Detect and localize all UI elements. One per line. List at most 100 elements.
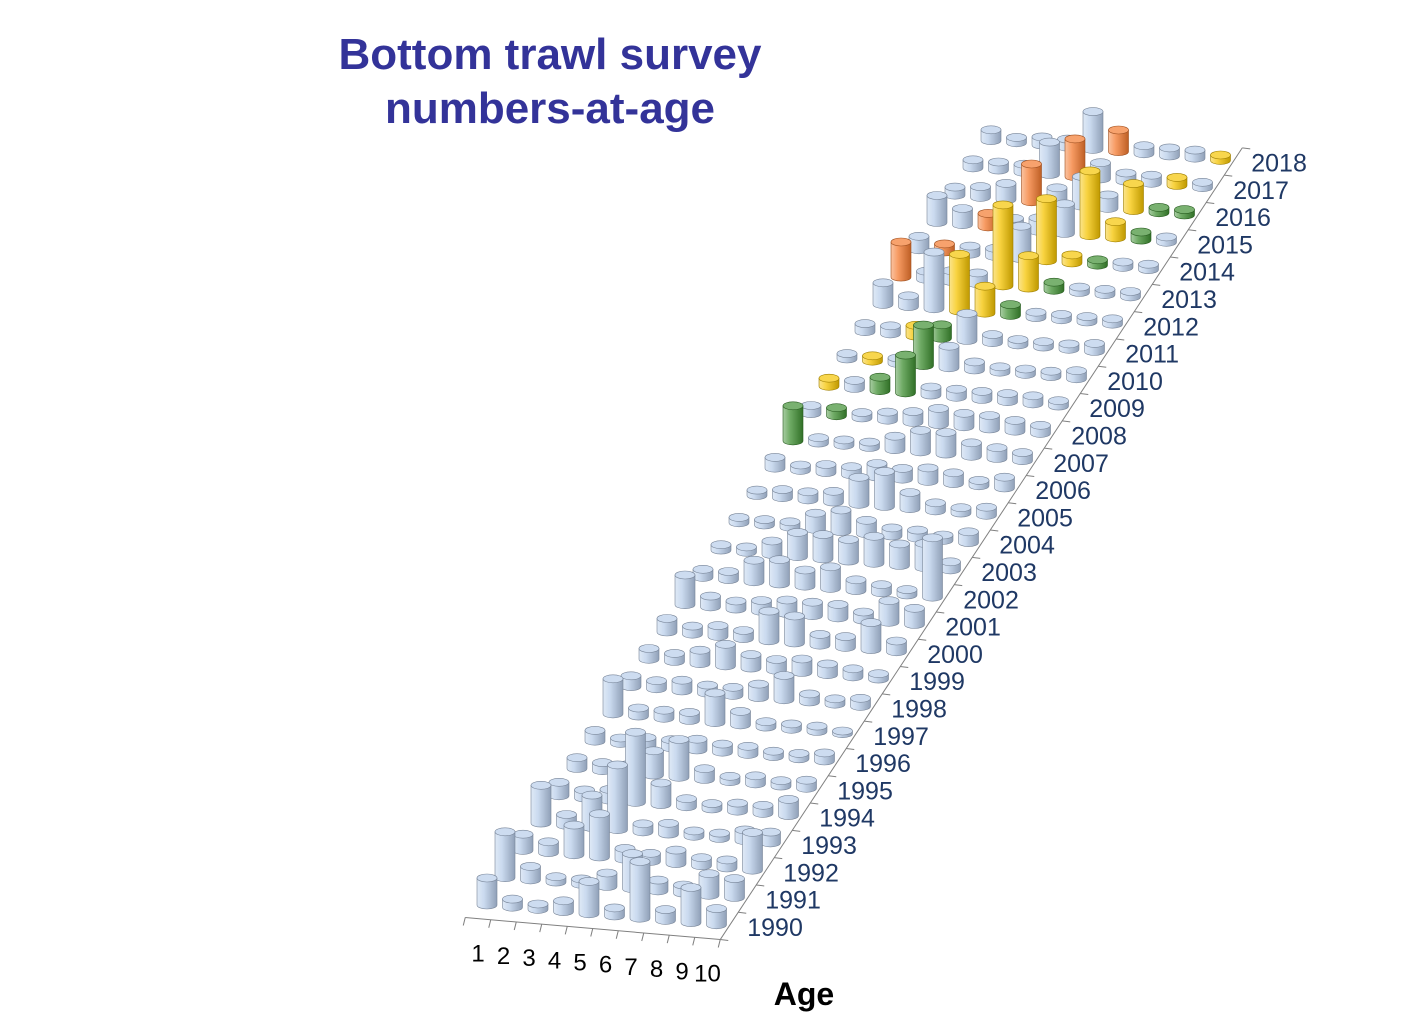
bar-1992-age-3: [563, 820, 585, 860]
year-tick-label: 2017: [1233, 177, 1289, 205]
bar-2010-age-7: [989, 362, 1011, 377]
bar-2006-age-8: [943, 468, 964, 488]
bar-2005-age-4: [823, 486, 844, 507]
bar-1992-age-8: [691, 853, 712, 871]
bar-2009-age-2: [844, 376, 865, 393]
y-axis-tick: [1170, 256, 1179, 259]
y-axis-tick: [810, 802, 819, 805]
bar-2017-age-1: [962, 155, 984, 173]
bar-2013-age-9: [1094, 284, 1116, 299]
bar-2015-age-1: [926, 191, 948, 227]
bar-1996-age-5: [686, 734, 708, 755]
bar-2018-age-5: [1082, 107, 1104, 154]
age-tick-label: 7: [624, 954, 637, 981]
y-axis-tick: [1188, 229, 1197, 232]
bar-2010-age-2: [862, 351, 883, 366]
year-tick-label: 2011: [1125, 341, 1179, 369]
bar-2014-age-8: [1087, 255, 1108, 270]
bar-2008-age-8: [979, 411, 1000, 434]
bar-2015-age-6: [1054, 199, 1075, 238]
bar-1998-age-10: [850, 693, 871, 711]
bar-2013-age-10: [1120, 287, 1141, 302]
year-tick-label: 2013: [1161, 286, 1217, 314]
year-tick-label: 1991: [765, 887, 821, 915]
bar-1998-age-6: [748, 679, 769, 702]
bar-2012-age-7: [1025, 307, 1047, 322]
bar-1994-age-8: [727, 798, 748, 816]
year-tick-label: 2007: [1053, 450, 1109, 478]
x-axis-tick: [615, 930, 619, 939]
bar-2003-age-4: [787, 528, 808, 561]
bar-2006-age-10: [994, 472, 1015, 493]
bar-1996-age-6: [712, 739, 733, 757]
bar-2004-age-7: [881, 523, 903, 541]
bar-2000-age-5: [758, 606, 780, 646]
year-tick-label: 1993: [801, 832, 857, 860]
bar-2018-age-10: [1210, 150, 1231, 165]
bar-2006-age-1: [764, 453, 786, 473]
year-tick-label: 2006: [1035, 477, 1091, 505]
bar-2003-age-6: [838, 535, 859, 566]
year-tick-label: 2002: [963, 586, 1019, 614]
bar-2007-age-7: [935, 428, 957, 459]
bar-2018-age-9: [1184, 145, 1206, 163]
bar-2016-age-8: [1123, 179, 1144, 215]
year-tick-label: 1995: [837, 777, 893, 805]
bar-2005-age-10: [976, 502, 997, 520]
bar-2011-age-4: [931, 320, 952, 343]
bar-2011-age-1: [854, 319, 876, 336]
bar-2005-age-9: [950, 503, 972, 518]
bar-2003-age-1: [710, 540, 732, 555]
bar-1990-age-7: [629, 857, 651, 923]
bar-1993-age-1: [530, 780, 552, 828]
bar-1993-age-5: [632, 819, 654, 837]
bar-1995-age-8: [745, 771, 766, 789]
bar-2007-age-2: [808, 433, 829, 448]
y-axis-tick: [900, 666, 909, 669]
bar-2007-age-10: [1012, 448, 1033, 465]
bar-1998-age-5: [722, 682, 744, 700]
bar-2017-age-10: [1192, 178, 1213, 192]
bar-1995-age-4: [643, 746, 664, 780]
bar-2002-age-9: [896, 585, 918, 600]
y-axis-tick: [1080, 393, 1089, 396]
year-tick-label: 1997: [873, 723, 929, 751]
bar-2010-age-9: [1040, 366, 1062, 381]
x-axis-title: Age: [774, 976, 834, 1012]
bar-2017-age-9: [1166, 173, 1188, 190]
y-axis-tick: [774, 857, 783, 860]
bar-2006-age-7: [917, 463, 939, 486]
bar-1991-age-10: [724, 874, 745, 902]
bar-1999-age-1: [638, 644, 660, 664]
age-tick-label: 8: [650, 956, 663, 983]
bar-1999-age-10: [868, 669, 889, 684]
year-tick-label: 2016: [1215, 204, 1271, 232]
age-tick-label: 10: [694, 960, 721, 987]
bar-2014-age-6: [1036, 194, 1057, 266]
bar-1991-age-7: [647, 875, 669, 896]
bar-2016-age-2: [970, 182, 991, 202]
year-tick-label: 1990: [747, 914, 803, 942]
year-tick-label: 2008: [1071, 423, 1127, 451]
bar-1997-age-9: [806, 721, 828, 736]
bar-2002-age-5: [794, 565, 816, 591]
bar-1995-age-7: [719, 771, 741, 786]
year-tick-label: 2000: [927, 641, 983, 669]
bar-1994-age-4: [625, 727, 646, 807]
chart-floor: [462, 147, 1251, 948]
y-axis-tick: [954, 584, 963, 587]
bar-2009-age-3: [869, 372, 891, 395]
year-tick-label: 1999: [909, 668, 965, 696]
year-tick-label: 2014: [1179, 259, 1235, 287]
bar-1999-age-9: [842, 664, 864, 682]
x-axis-tick: [717, 939, 721, 948]
bar-2012-age-9: [1076, 312, 1098, 327]
year-tick-label: 1992: [783, 859, 839, 887]
bar-2005-age-7: [899, 488, 921, 513]
y-axis-tick: [882, 693, 891, 696]
bar-2005-age-5: [848, 472, 870, 509]
bar-2016-age-1: [944, 182, 966, 200]
bar-2008-age-9: [1004, 416, 1026, 436]
bar-2010-age-6: [964, 357, 985, 375]
bar-1993-age-8: [709, 828, 730, 843]
